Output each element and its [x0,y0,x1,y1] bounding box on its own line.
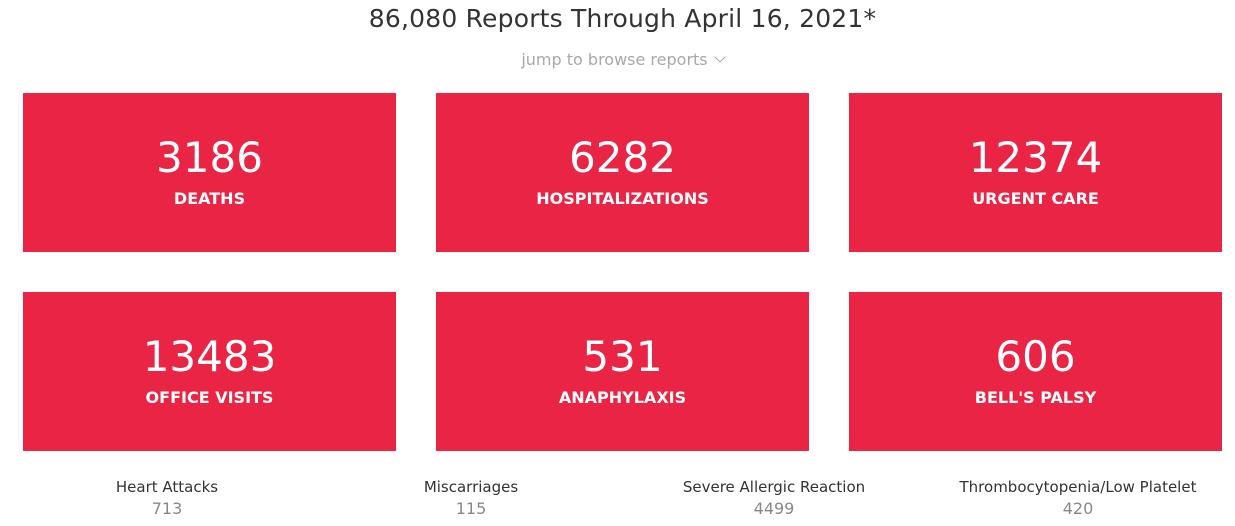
stat-severe-allergic-reaction: Severe Allergic Reaction 4499 [622,478,926,518]
stat-card-urgent-care: 12374 URGENT CARE [849,93,1222,252]
card-label: BELL'S PALSY [974,388,1097,407]
stat-value: 713 [151,499,183,518]
stat-label: Miscarriages [423,478,519,496]
stat-card-deaths: 3186 DEATHS [23,93,396,252]
stat-value: 115 [455,499,487,518]
card-value: 3186 [156,133,263,182]
card-label: HOSPITALIZATIONS [536,189,709,208]
card-label: URGENT CARE [972,189,1099,208]
card-label: OFFICE VISITS [145,388,274,407]
stat-label: Heart Attacks [115,478,219,496]
stat-card-office-visits: 13483 OFFICE VISITS [23,292,396,451]
card-value: 6282 [569,133,676,182]
stat-thrombocytopenia: Thrombocytopenia/Low Platelet 420 [926,478,1230,518]
stat-heart-attacks: Heart Attacks 713 [15,478,319,518]
card-label: DEATHS [173,189,246,208]
stat-miscarriages: Miscarriages 115 [319,478,623,518]
page-title: 86,080 Reports Through April 16, 2021* [368,4,877,33]
card-label: ANAPHYLAXIS [558,388,687,407]
stat-value: 4499 [753,499,795,518]
stat-label: Thrombocytopenia/Low Platelet [959,478,1197,496]
stat-card-bells-palsy: 606 BELL'S PALSY [849,292,1222,451]
stat-label: Severe Allergic Reaction [682,478,866,496]
card-value: 13483 [142,332,277,381]
card-value: 606 [995,332,1076,381]
chevron-down-icon [713,51,726,63]
stat-card-anaphylaxis: 531 ANAPHYLAXIS [436,292,809,451]
stat-card-hospitalizations: 6282 HOSPITALIZATIONS [436,93,809,252]
card-value: 531 [582,332,663,381]
jump-to-browse-reports-link[interactable]: jump to browse reports [0,50,1235,69]
jump-label: jump to browse reports [521,50,708,69]
stat-value: 420 [1062,499,1094,518]
card-value: 12374 [968,133,1103,182]
